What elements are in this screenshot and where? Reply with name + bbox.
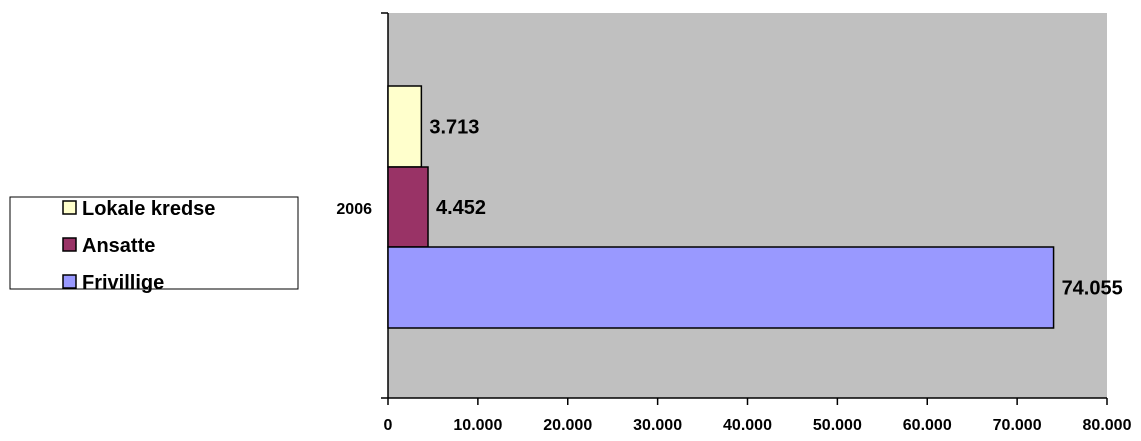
legend-swatch [62,274,77,289]
bar-frivillige [387,246,1055,329]
x-tick-label: 60.000 [903,417,952,434]
x-tick-label: 70.000 [993,417,1042,434]
legend-label: Frivillige [82,272,164,294]
bar-lokale-kredse [387,85,423,168]
legend-label: Lokale kredse [82,198,215,220]
legend: Lokale kredse Ansatte Frivillige [9,196,299,294]
data-labels: 3.713 4.452 74.055 [429,117,1122,300]
x-tick-label: 10.000 [453,417,502,434]
x-tick-label: 30.000 [633,417,682,434]
data-label-lokale-kredse: 3.713 [429,117,479,139]
x-tick-label: 20.000 [543,417,592,434]
x-tick-label: 50.000 [813,417,862,434]
x-tick-label: 40.000 [723,417,772,434]
legend-swatch [62,200,77,215]
bars [387,85,1055,329]
data-label-frivillige: 74.055 [1062,278,1123,300]
legend-label: Ansatte [82,235,155,257]
x-tick-label: 0 [384,417,393,434]
bar-ansatte [387,166,429,248]
x-tick-label: 80.000 [1083,417,1132,434]
plot-area [388,13,1107,398]
data-label-ansatte: 4.452 [436,197,486,219]
category-label: 2006 [336,201,372,218]
x-axis-ticks: 0 10.000 20.000 30.000 40.000 50.000 60.000 70.… [384,398,1132,434]
legend-box [9,196,299,290]
legend-swatch [62,237,77,252]
